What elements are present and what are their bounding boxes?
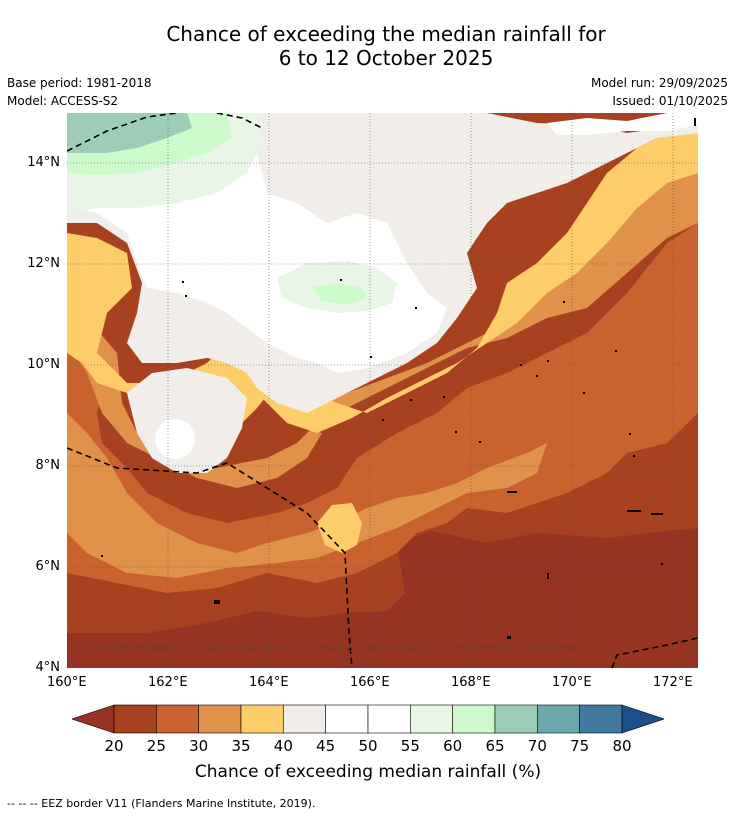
x-tick-160: 160°E bbox=[47, 675, 87, 690]
colorbar-segment bbox=[283, 704, 326, 734]
colorbar-label: 55 bbox=[400, 737, 420, 755]
colorbar-over-arrow bbox=[621, 704, 664, 734]
colorbar-segment bbox=[494, 704, 538, 734]
colorbar-label: 30 bbox=[189, 737, 209, 755]
x-tick-166: 166°E bbox=[350, 675, 390, 690]
colorbar-title: Chance of exceeding median rainfall (%) bbox=[194, 762, 542, 782]
x-tick-168: 168°E bbox=[451, 675, 491, 690]
y-tick-14: 14°N bbox=[27, 155, 60, 170]
band-30-35-south bbox=[67, 413, 547, 578]
colorbar-label: 40 bbox=[273, 737, 293, 755]
colorbar-label: 25 bbox=[146, 737, 166, 755]
colorbar-under-arrow bbox=[72, 704, 115, 734]
colorbar-segment bbox=[156, 704, 199, 734]
colorbar-segment bbox=[240, 704, 284, 734]
y-tick-12: 12°N bbox=[27, 256, 60, 271]
base-period: Base period: 1981-2018 bbox=[7, 76, 152, 90]
colorbar-label: 35 bbox=[231, 737, 251, 755]
colorbar-label: 20 bbox=[104, 737, 124, 755]
band-25-30 bbox=[67, 223, 698, 593]
y-tick-6: 6°N bbox=[35, 559, 61, 574]
y-tick-4: 4°N bbox=[35, 660, 61, 675]
map-title: Chance of exceeding the median rainfall … bbox=[0, 22, 736, 70]
band-65-70 bbox=[67, 113, 192, 153]
colorbar-segment bbox=[410, 704, 453, 734]
band-60-65-centre bbox=[312, 283, 367, 305]
colorbar-label: 75 bbox=[570, 737, 590, 755]
colorbar-segment bbox=[325, 704, 369, 734]
colorbar-segment bbox=[113, 704, 157, 734]
colorbar-label: 45 bbox=[316, 737, 336, 755]
model-name: Model: ACCESS-S2 bbox=[7, 94, 119, 108]
rainfall-map: © Commonwealth of Australia 2025, Bureau… bbox=[67, 113, 698, 668]
title-line-1: Chance of exceeding the median rainfall … bbox=[166, 22, 606, 46]
x-tick-164: 164°E bbox=[249, 675, 289, 690]
band-45-55-ne bbox=[547, 113, 698, 135]
gridlines bbox=[67, 113, 698, 668]
meta-right: Model run: 29/09/2025 Issued: 01/10/2025 bbox=[591, 74, 728, 110]
colorbar-segment bbox=[198, 704, 242, 734]
x-tick-170: 170°E bbox=[552, 675, 592, 690]
colorbar-segment bbox=[537, 704, 580, 734]
meta-left: Base period: 1981-2018 Model: ACCESS-S2 bbox=[7, 74, 152, 110]
band-45-50-pocket bbox=[155, 419, 195, 459]
colorbar-label: 60 bbox=[443, 737, 463, 755]
copyright-notice: © Commonwealth of Australia 2025, Bureau… bbox=[75, 641, 581, 655]
x-tick-162: 162°E bbox=[148, 675, 188, 690]
eez-legend: -- -- -- EEZ border V11 (Flanders Marine… bbox=[7, 797, 316, 810]
colorbar-label: 50 bbox=[358, 737, 378, 755]
eez-borders bbox=[67, 113, 698, 668]
colorbar-label: 70 bbox=[527, 737, 547, 755]
colorbar-label: 65 bbox=[485, 737, 505, 755]
colorbar-label: 80 bbox=[612, 737, 632, 755]
band-35-40-blob bbox=[317, 503, 362, 553]
colorbar-segment bbox=[367, 704, 411, 734]
colorbar bbox=[72, 704, 664, 734]
title-line-2: 6 to 12 October 2025 bbox=[278, 46, 494, 70]
island-markers bbox=[101, 118, 696, 639]
map-canvas bbox=[67, 113, 698, 668]
colorbar-segment bbox=[452, 704, 496, 734]
colorbar-segment bbox=[579, 704, 623, 734]
y-tick-8: 8°N bbox=[35, 458, 61, 473]
model-run: Model run: 29/09/2025 bbox=[590, 76, 728, 90]
issued-date: Issued: 01/10/2025 bbox=[612, 94, 728, 108]
x-tick-172: 172°E bbox=[653, 675, 693, 690]
y-tick-10: 10°N bbox=[27, 357, 60, 372]
band-below-20 bbox=[67, 528, 698, 668]
